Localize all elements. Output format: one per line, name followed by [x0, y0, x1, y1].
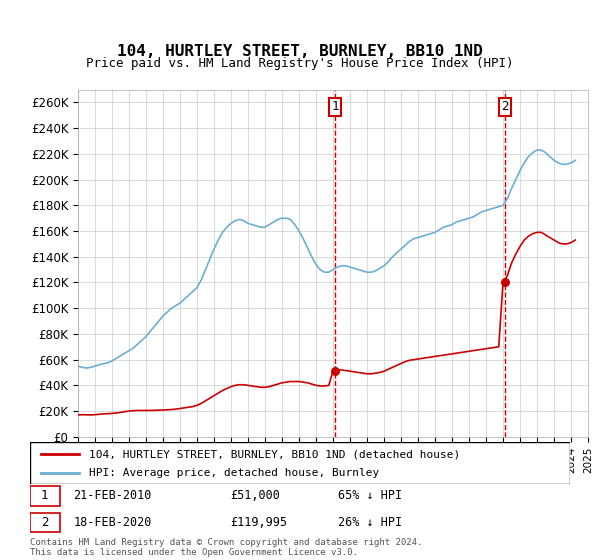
FancyBboxPatch shape — [30, 442, 570, 484]
Text: 104, HURTLEY STREET, BURNLEY, BB10 1ND (detached house): 104, HURTLEY STREET, BURNLEY, BB10 1ND (… — [89, 449, 461, 459]
Text: 104, HURTLEY STREET, BURNLEY, BB10 1ND: 104, HURTLEY STREET, BURNLEY, BB10 1ND — [117, 44, 483, 59]
Text: £51,000: £51,000 — [230, 489, 280, 502]
Text: HPI: Average price, detached house, Burnley: HPI: Average price, detached house, Burn… — [89, 468, 380, 478]
Text: Contains HM Land Registry data © Crown copyright and database right 2024.
This d: Contains HM Land Registry data © Crown c… — [30, 538, 422, 557]
Point — [331, 367, 340, 376]
Text: 1: 1 — [41, 489, 49, 502]
Text: 18-FEB-2020: 18-FEB-2020 — [73, 516, 152, 529]
Text: 1: 1 — [331, 100, 339, 113]
Text: 2: 2 — [502, 100, 509, 113]
Text: Price paid vs. HM Land Registry's House Price Index (HPI): Price paid vs. HM Land Registry's House … — [86, 57, 514, 70]
Text: 65% ↓ HPI: 65% ↓ HPI — [338, 489, 402, 502]
FancyBboxPatch shape — [30, 487, 60, 506]
Text: 2: 2 — [41, 516, 49, 529]
Text: 21-FEB-2010: 21-FEB-2010 — [73, 489, 152, 502]
Point — [500, 278, 510, 287]
Text: £119,995: £119,995 — [230, 516, 287, 529]
Text: 26% ↓ HPI: 26% ↓ HPI — [338, 516, 402, 529]
FancyBboxPatch shape — [30, 513, 60, 532]
